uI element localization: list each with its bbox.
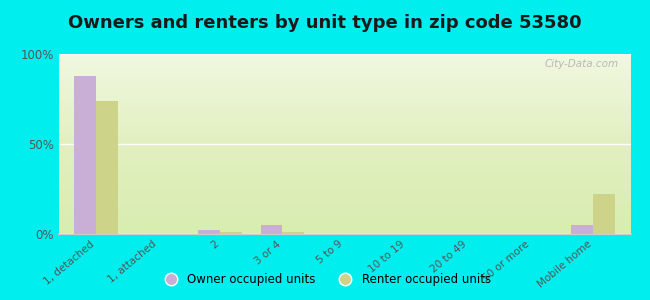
Bar	[220, 232, 242, 234]
Bar	[96, 101, 118, 234]
Text: Owners and renters by unit type in zip code 53580: Owners and renters by unit type in zip c…	[68, 14, 582, 32]
Legend: Owner occupied units, Renter occupied units: Owner occupied units, Renter occupied un…	[154, 269, 496, 291]
Bar	[282, 232, 304, 234]
Text: City-Data.com: City-Data.com	[545, 59, 619, 69]
Bar	[198, 230, 220, 234]
Bar	[74, 76, 96, 234]
Bar	[261, 225, 282, 234]
Bar	[571, 225, 593, 234]
Bar	[593, 194, 615, 234]
